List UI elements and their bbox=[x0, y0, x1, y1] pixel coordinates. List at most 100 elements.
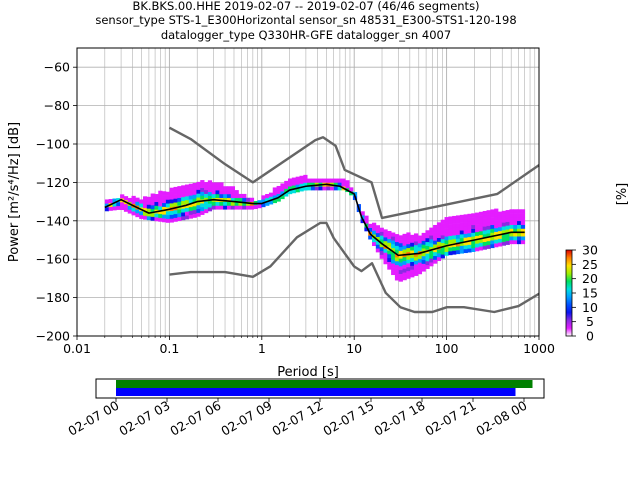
density-cell bbox=[478, 215, 484, 220]
density-cell bbox=[421, 255, 426, 261]
density-cell bbox=[509, 232, 514, 237]
density-cell bbox=[406, 263, 411, 268]
density-cell bbox=[337, 182, 342, 187]
density-cell bbox=[452, 231, 457, 236]
density-cell bbox=[475, 231, 480, 236]
density-cell bbox=[448, 216, 453, 221]
density-cell bbox=[421, 240, 426, 245]
series-line-mode bbox=[104, 183, 525, 257]
density-cell bbox=[459, 226, 465, 231]
density-cell bbox=[444, 240, 449, 245]
density-cell bbox=[226, 201, 232, 206]
density-cell bbox=[406, 236, 411, 241]
density-cell bbox=[444, 236, 449, 241]
density-cell bbox=[410, 265, 415, 270]
density-cell bbox=[383, 240, 388, 246]
density-cell bbox=[375, 229, 381, 234]
density-cell bbox=[440, 235, 445, 240]
density-cell bbox=[238, 201, 243, 206]
density-cell bbox=[471, 232, 476, 237]
density-cell bbox=[421, 263, 426, 268]
x-axis-label: Period [s] bbox=[277, 365, 339, 380]
density-cell bbox=[142, 196, 148, 201]
density-cell bbox=[402, 272, 407, 277]
density-cell bbox=[288, 178, 293, 183]
density-cell bbox=[188, 183, 194, 188]
density-cell bbox=[375, 236, 381, 241]
density-cell bbox=[223, 197, 228, 202]
density-cell bbox=[234, 190, 239, 195]
density-cell bbox=[452, 238, 457, 244]
density-cell bbox=[154, 213, 159, 218]
density-cell bbox=[482, 222, 487, 227]
density-cell bbox=[482, 237, 487, 243]
density-cell bbox=[452, 219, 457, 224]
density-cell bbox=[513, 209, 518, 214]
density-cell bbox=[429, 242, 434, 248]
density-cell bbox=[165, 203, 171, 208]
density-cell bbox=[372, 222, 377, 227]
density-cell bbox=[139, 199, 144, 204]
density-cell bbox=[475, 235, 480, 240]
density-cell bbox=[219, 193, 224, 199]
density-cell bbox=[104, 199, 110, 204]
density-cell bbox=[295, 180, 300, 185]
density-cell bbox=[196, 201, 201, 206]
density-cell bbox=[509, 213, 514, 218]
density-cell bbox=[238, 193, 243, 199]
density-cell bbox=[379, 239, 384, 244]
density-cell bbox=[261, 195, 266, 200]
density-cell bbox=[452, 227, 457, 232]
density-cell bbox=[413, 244, 419, 250]
density-cell bbox=[303, 182, 308, 187]
density-cell bbox=[211, 193, 216, 199]
density-cell bbox=[478, 223, 484, 228]
density-cell bbox=[413, 233, 419, 238]
density-cell bbox=[513, 216, 518, 222]
density-cell bbox=[513, 240, 518, 245]
density-cell bbox=[165, 191, 171, 196]
density-cell bbox=[104, 207, 110, 212]
density-cell bbox=[425, 264, 430, 269]
density-cell bbox=[440, 250, 445, 255]
y-tick-label: −160 bbox=[36, 252, 70, 267]
density-cell bbox=[467, 233, 472, 238]
density-cell bbox=[486, 221, 491, 226]
density-cell bbox=[429, 250, 434, 255]
density-cell bbox=[486, 225, 491, 230]
density-cell bbox=[288, 182, 293, 187]
density-cell bbox=[509, 216, 514, 222]
density-cell bbox=[223, 193, 228, 199]
density-cell bbox=[455, 223, 461, 228]
density-cell bbox=[387, 261, 392, 266]
density-cell bbox=[482, 210, 487, 216]
density-cell bbox=[425, 257, 430, 262]
density-cell bbox=[421, 259, 426, 264]
density-cell bbox=[127, 197, 132, 203]
density-cell bbox=[452, 235, 457, 240]
density-cell bbox=[448, 231, 453, 236]
density-cell bbox=[387, 234, 392, 239]
density-cell bbox=[517, 209, 522, 214]
density-cell bbox=[406, 255, 411, 260]
density-cell bbox=[463, 218, 468, 223]
density-cell bbox=[436, 237, 442, 242]
density-cell bbox=[196, 185, 201, 190]
density-cell bbox=[379, 250, 384, 255]
density-cell bbox=[146, 204, 152, 209]
density-cell bbox=[226, 197, 232, 202]
density-cell bbox=[402, 241, 407, 246]
density-cell bbox=[234, 201, 239, 206]
density-cell bbox=[425, 253, 430, 258]
density-cell bbox=[463, 245, 468, 250]
density-cell bbox=[234, 197, 239, 202]
density-cell bbox=[288, 190, 293, 195]
density-cell bbox=[368, 235, 373, 240]
density-cell bbox=[490, 232, 495, 237]
density-cell bbox=[509, 240, 514, 245]
density-cell bbox=[494, 223, 499, 229]
density-cell bbox=[204, 193, 209, 198]
density-cell bbox=[505, 225, 510, 230]
density-cell bbox=[200, 210, 205, 215]
density-cell bbox=[207, 207, 213, 212]
